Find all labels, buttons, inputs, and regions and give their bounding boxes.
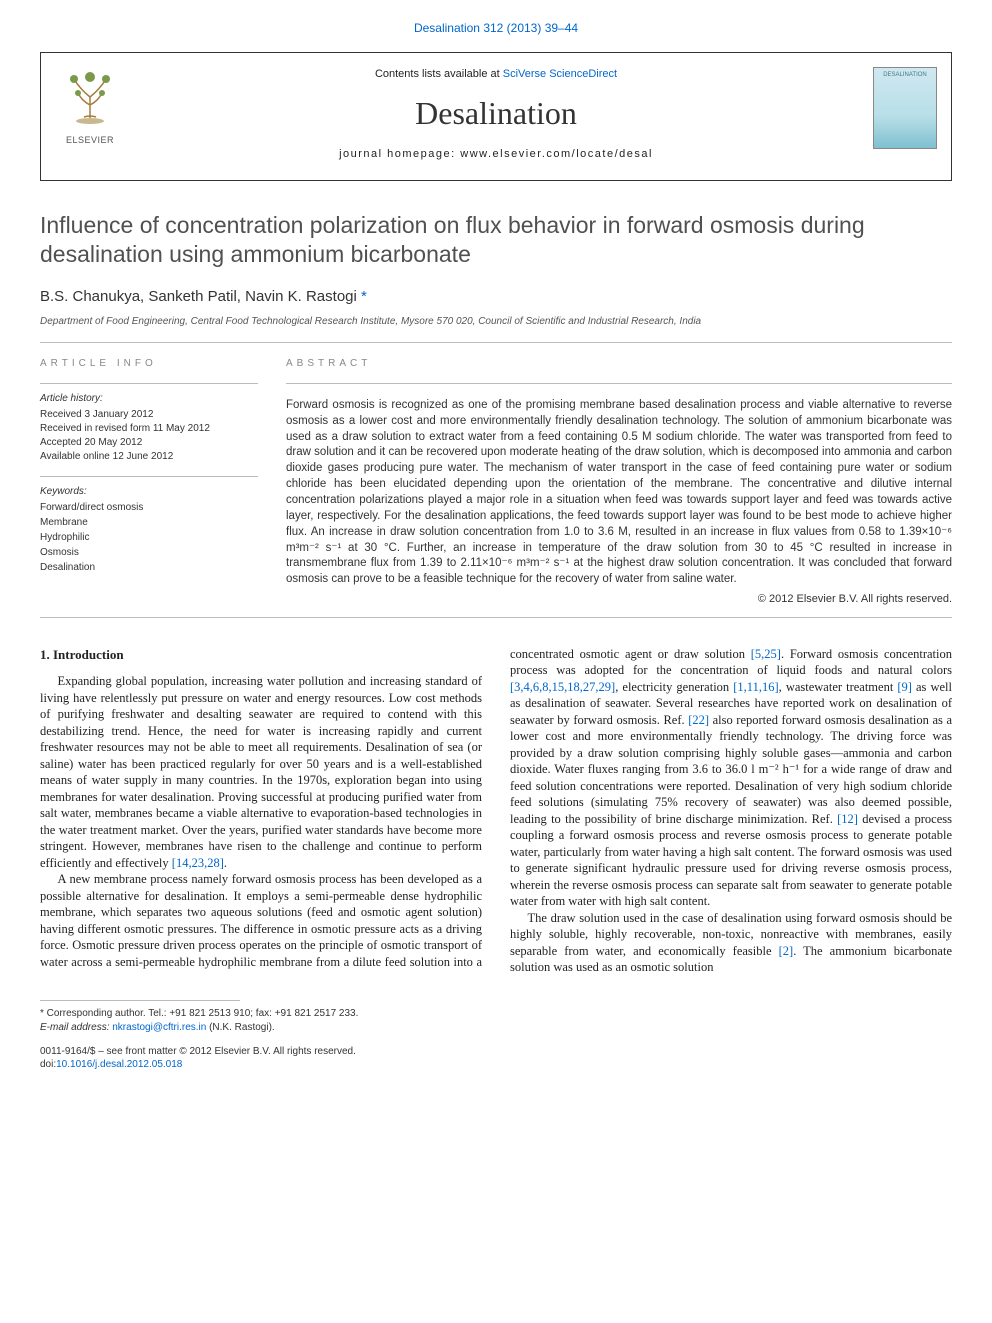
doi-line: doi:10.1016/j.desal.2012.05.018 [40,1058,952,1072]
paragraph: The draw solution used in the case of de… [510,910,952,976]
divider [40,342,952,343]
citation-ref[interactable]: [9] [897,680,912,694]
keywords-block: Keywords: Forward/direct osmosis Membran… [40,485,258,575]
email-line: E-mail address: nkrastogi@cftri.res.in (… [40,1021,952,1035]
contents-line: Contents lists available at SciVerse Sci… [151,67,841,82]
citation-ref[interactable]: [1,11,16] [733,680,778,694]
abstract-text: Forward osmosis is recognized as one of … [286,398,952,588]
abstract-copyright: © 2012 Elsevier B.V. All rights reserved… [286,592,952,607]
elsevier-logo: ELSEVIER [55,67,125,146]
abstract-label: abstract [286,357,952,371]
footer: * Corresponding author. Tel.: +91 821 25… [0,1000,992,1092]
journal-name: Desalination [151,92,841,135]
citation-ref[interactable]: [5,25] [751,647,781,661]
journal-header: ELSEVIER DESALINATION Contents lists ava… [40,52,952,181]
section-heading: 1. Introduction [40,646,482,663]
email-link[interactable]: nkrastogi@cftri.res.in [112,1022,206,1033]
citation-ref[interactable]: [14,23,28] [172,856,224,870]
citation-ref[interactable]: [12] [837,812,858,826]
author-list: B.S. Chanukya, Sanketh Patil, Navin K. R… [40,287,952,307]
article-info-label: article info [40,357,258,371]
elsevier-label: ELSEVIER [55,134,125,146]
citation-ref[interactable]: [2] [779,944,794,958]
elsevier-tree-icon [60,67,120,127]
citation-ref[interactable]: [3,4,6,8,15,18,27,29] [510,680,615,694]
divider [40,617,952,618]
doi-link[interactable]: 10.1016/j.desal.2012.05.018 [56,1059,182,1070]
article-title: Influence of concentration polarization … [40,211,952,269]
paragraph: Expanding global population, increasing … [40,673,482,871]
article-info-column: article info Article history: Received 3… [40,357,258,607]
affiliation: Department of Food Engineering, Central … [40,315,952,329]
abstract-column: abstract Forward osmosis is recognized a… [286,357,952,607]
journal-cover-thumbnail: DESALINATION [873,67,937,149]
journal-homepage: journal homepage: www.elsevier.com/locat… [151,147,841,162]
sciencedirect-link[interactable]: SciVerse ScienceDirect [503,68,617,80]
history-block: Article history: Received 3 January 2012… [40,392,258,464]
body-columns: 1. Introduction Expanding global populat… [40,646,952,976]
issn-line: 0011-9164/$ – see front matter © 2012 El… [40,1045,952,1059]
corresponding-author-note: * Corresponding author. Tel.: +91 821 25… [40,1007,952,1021]
corresponding-mark[interactable]: * [361,288,367,305]
citation-ref[interactable]: [22] [688,713,709,727]
citation-link[interactable]: Desalination 312 (2013) 39–44 [0,0,992,52]
